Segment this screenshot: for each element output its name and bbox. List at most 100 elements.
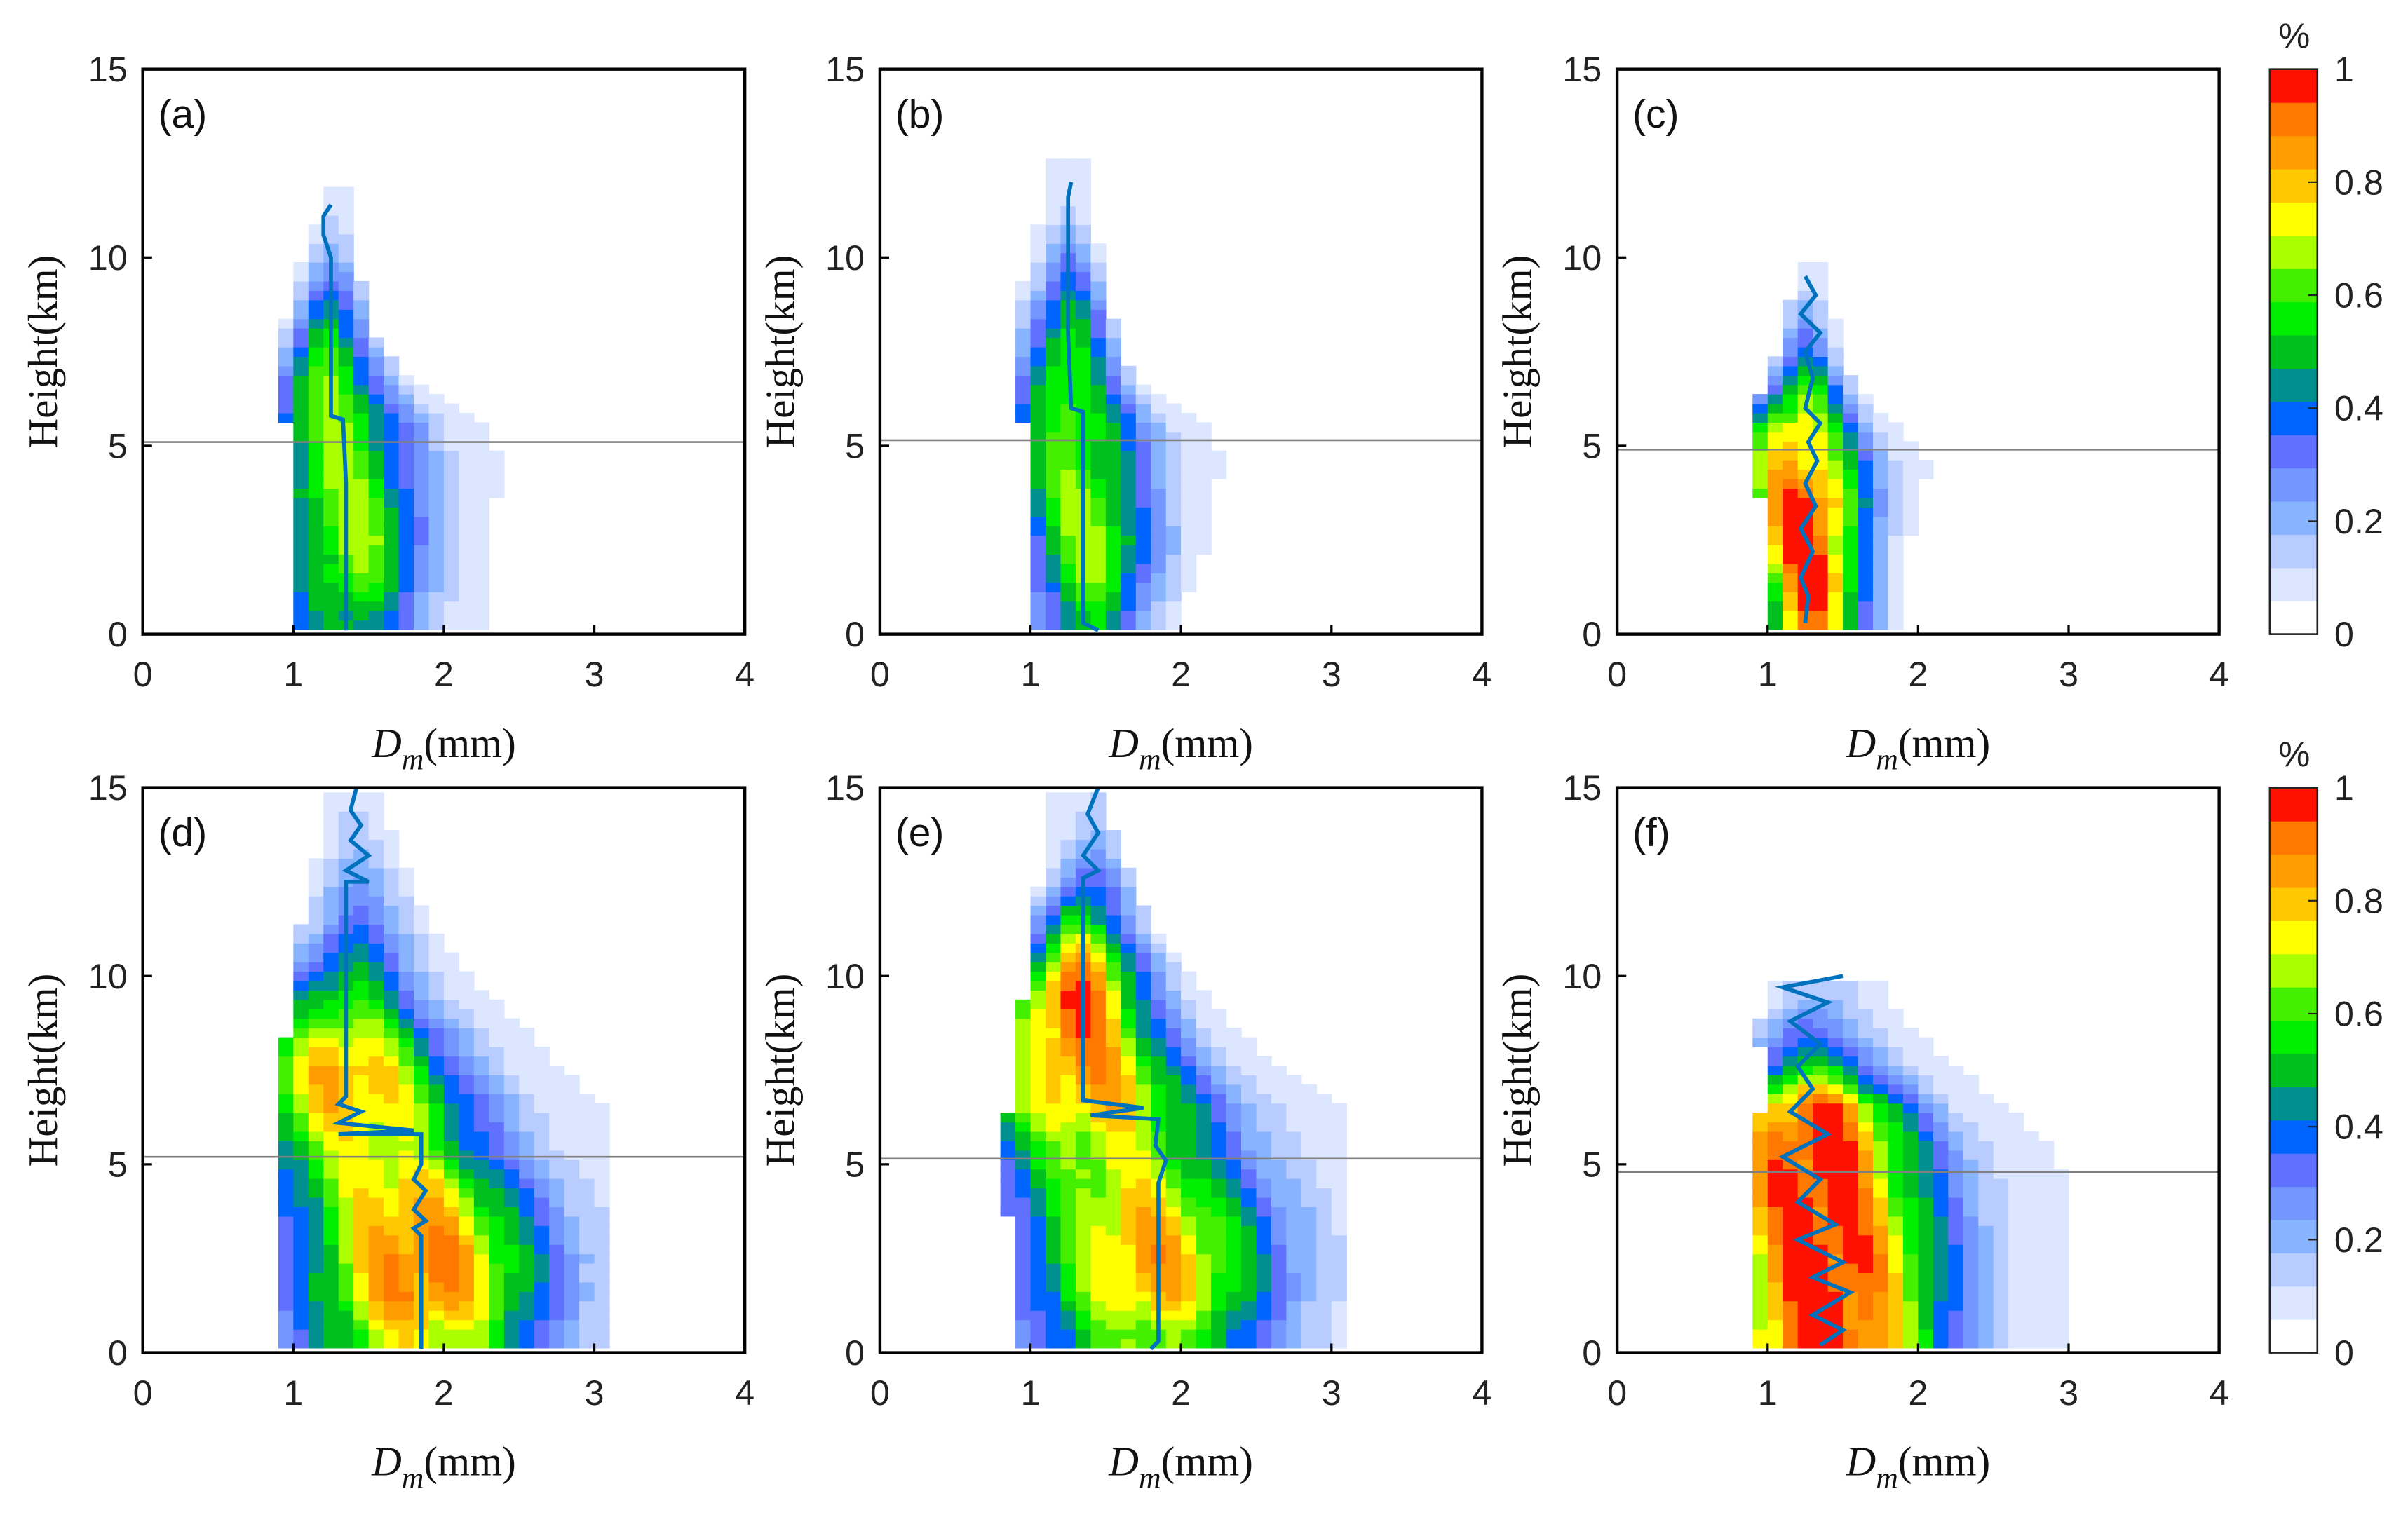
- heatmap-cell: [1165, 1009, 1182, 1019]
- heatmap-cell: [1135, 962, 1151, 972]
- heatmap-cell: [1105, 905, 1121, 916]
- heatmap-cell: [1783, 1141, 1799, 1151]
- heatmap-cell: [1090, 1234, 1107, 1245]
- heatmap-cell: [293, 328, 309, 339]
- heatmap-cell: [1767, 1225, 1783, 1236]
- heatmap-cell: [308, 1131, 324, 1141]
- heatmap-cell: [293, 507, 309, 517]
- heatmap-cell: [1165, 563, 1182, 573]
- heatmap-cell: [1151, 526, 1167, 536]
- heatmap-cell: [1918, 1225, 1934, 1236]
- heatmap-cell: [1767, 1169, 1783, 1179]
- heatmap-cell: [1872, 422, 1889, 433]
- heatmap-cell: [1105, 1028, 1121, 1038]
- heatmap-cell: [473, 1300, 489, 1311]
- heatmap-cell: [1090, 1084, 1107, 1094]
- heatmap-cell: [1030, 1028, 1046, 1038]
- heatmap-cell: [459, 1150, 475, 1160]
- heatmap-cell: [1121, 394, 1137, 404]
- heatmap-cell: [338, 1159, 354, 1170]
- heatmap-cell: [1045, 290, 1062, 301]
- heatmap-cell: [2038, 1216, 2055, 1226]
- heatmap-cell: [1933, 1328, 1949, 1340]
- heatmap-cell: [1767, 450, 1783, 461]
- heatmap-cell: [1240, 1300, 1257, 1311]
- heatmap-cell: [459, 450, 475, 461]
- heatmap-cell: [1858, 1056, 1874, 1066]
- heatmap-cell: [323, 1159, 339, 1170]
- heatmap-cell: [1030, 573, 1046, 583]
- heatmap-cell: [323, 1169, 339, 1179]
- heatmap-cell: [1060, 1206, 1076, 1217]
- heatmap-cell: [1813, 271, 1829, 282]
- heatmap-cell: [1827, 582, 1844, 592]
- heatmap-cell: [519, 1046, 535, 1057]
- heatmap-cell: [1783, 299, 1799, 310]
- x-tick-label: 0: [133, 654, 153, 694]
- heatmap-cell: [459, 611, 475, 621]
- heatmap-cell: [1075, 290, 1092, 301]
- heatmap-cell: [1090, 384, 1107, 395]
- heatmap-cell: [1767, 441, 1783, 451]
- heatmap-cell: [1827, 1197, 1844, 1208]
- heatmap-cell: [1858, 1197, 1874, 1208]
- heatmap-cell: [1121, 1084, 1137, 1094]
- heatmap-cell: [1813, 526, 1829, 536]
- heatmap-cell: [1151, 980, 1167, 991]
- heatmap-cell: [1090, 394, 1107, 404]
- heatmap-cell: [1827, 1169, 1844, 1179]
- heatmap-cell: [1181, 1188, 1197, 1198]
- heatmap-cell: [368, 1037, 384, 1047]
- heatmap-cell: [473, 1253, 489, 1264]
- heatmap-cell: [1211, 1197, 1227, 1208]
- heatmap-cell: [1121, 1225, 1137, 1236]
- heatmap-cell: [1165, 1197, 1182, 1208]
- heatmap-cell: [1165, 1216, 1182, 1226]
- heatmap-cell: [1135, 1216, 1151, 1226]
- heatmap-cell: [1858, 1206, 1874, 1217]
- heatmap-cell: [459, 563, 475, 573]
- heatmap-cell: [398, 886, 414, 897]
- heatmap-cell: [1902, 516, 1919, 526]
- heatmap-cell: [384, 1046, 400, 1057]
- heatmap-cell: [1331, 1188, 1347, 1198]
- heatmap-cell: [1075, 328, 1092, 339]
- heatmap-cell: [489, 460, 505, 470]
- heatmap-cell: [293, 516, 309, 526]
- heatmap-cell: [1060, 488, 1076, 498]
- heatmap-cell: [459, 1291, 475, 1302]
- heatmap-cell: [293, 488, 309, 498]
- heatmap-cell: [1151, 1075, 1167, 1085]
- heatmap-cell: [1843, 1188, 1859, 1198]
- heatmap-cell: [1993, 1150, 2009, 1160]
- heatmap-cell: [428, 980, 445, 991]
- heatmap-cell: [293, 980, 309, 991]
- heatmap-cell: [338, 1141, 354, 1151]
- heatmap-cell: [1827, 412, 1844, 423]
- heatmap-cell: [1030, 943, 1046, 953]
- heatmap-cell: [459, 1046, 475, 1057]
- colorbar-swatch: [2269, 920, 2318, 955]
- heatmap-cell: [323, 1037, 339, 1047]
- heatmap-cell: [1827, 611, 1844, 621]
- heatmap-cell: [1211, 1141, 1227, 1151]
- heatmap-cell: [323, 1206, 339, 1217]
- colorbar-swatch: [2269, 821, 2318, 855]
- heatmap-cell: [353, 943, 370, 953]
- heatmap-cell: [1872, 507, 1889, 517]
- heatmap-cell: [1918, 469, 1934, 479]
- x-axis-label: Dm(mm): [1108, 1438, 1253, 1495]
- heatmap-cell: [1045, 905, 1062, 916]
- heatmap-cell: [1256, 1188, 1272, 1198]
- heatmap-cell: [1827, 346, 1844, 358]
- heatmap-cell: [338, 1225, 354, 1236]
- heatmap-cell: [1767, 1319, 1783, 1330]
- heatmap-cell: [459, 1206, 475, 1217]
- heatmap-cell: [503, 1178, 520, 1189]
- heatmap-cell: [1827, 1122, 1844, 1132]
- heatmap-cell: [1331, 1141, 1347, 1151]
- heatmap-cell: [1135, 469, 1151, 479]
- heatmap-cell: [384, 1141, 400, 1151]
- heatmap-cell: [1030, 271, 1046, 282]
- heatmap-cell: [1165, 450, 1182, 461]
